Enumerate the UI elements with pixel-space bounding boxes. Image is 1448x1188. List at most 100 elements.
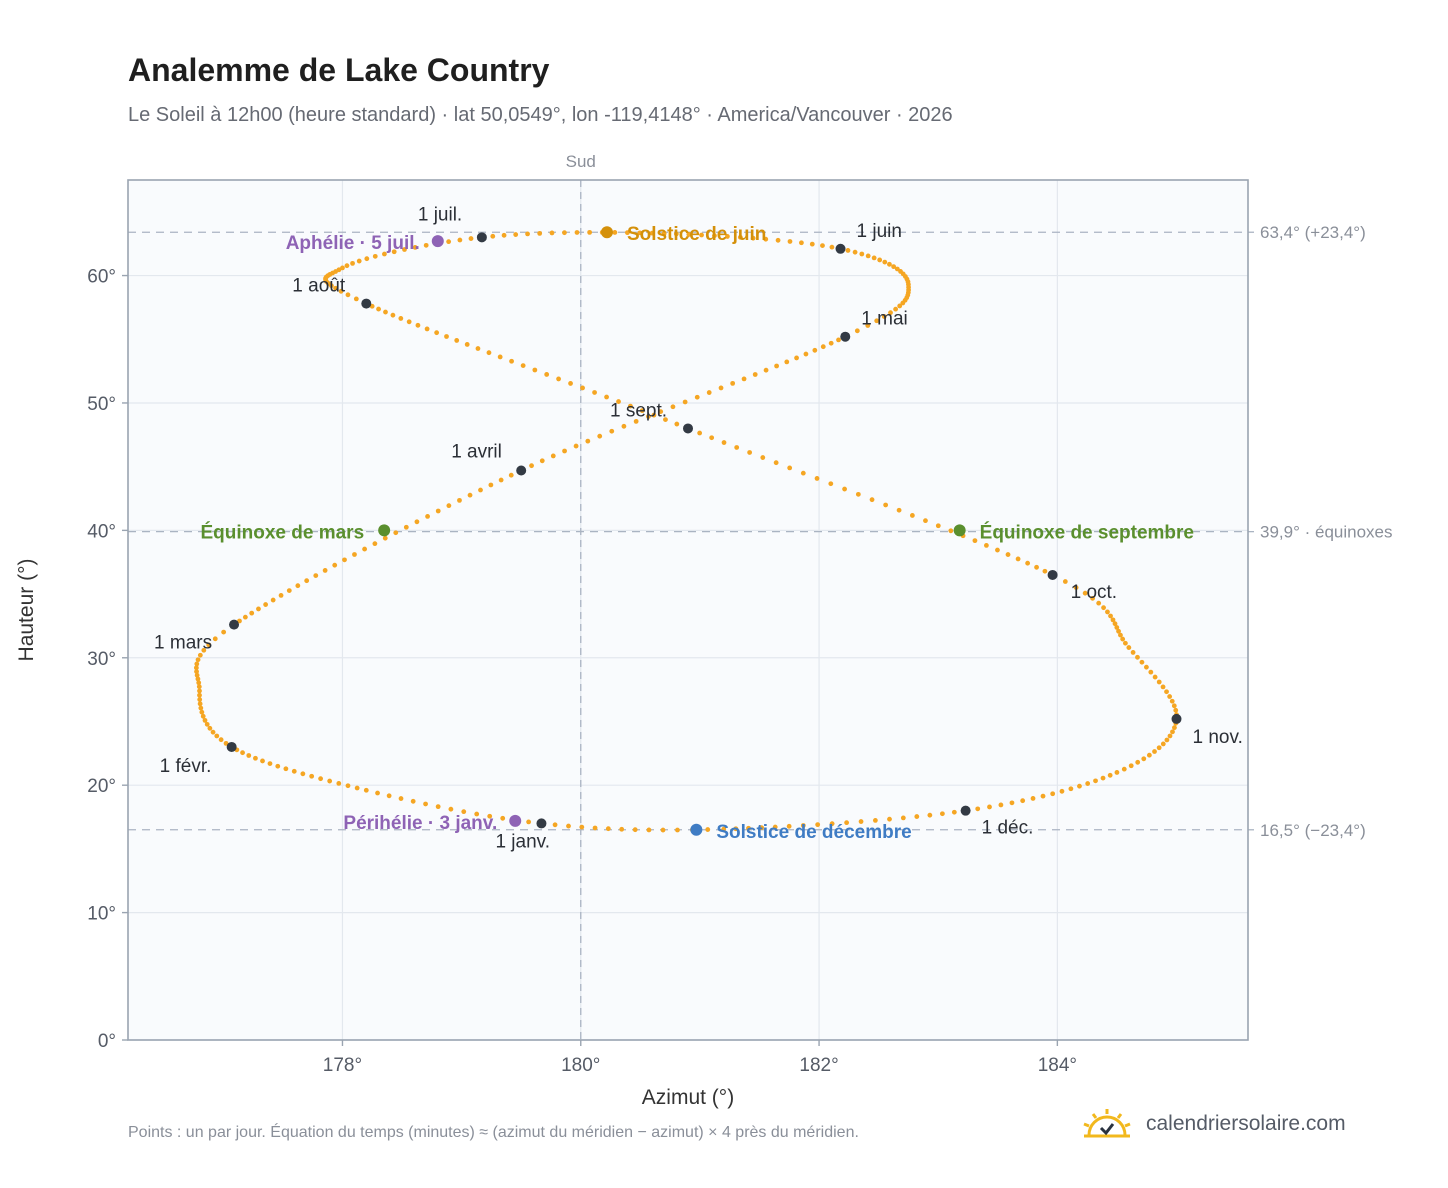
- analemma-day-point: [803, 351, 809, 357]
- analemma-day-point: [865, 323, 871, 328]
- analemma-day-point: [812, 347, 818, 353]
- y-tick-label: 10°: [87, 904, 116, 925]
- analemma-day-point: [391, 249, 397, 255]
- analemma-day-point: [605, 826, 611, 832]
- analemma-day-point: [799, 240, 804, 246]
- analemma-day-point: [661, 231, 667, 236]
- analemma-day-point: [1030, 796, 1036, 801]
- analemma-day-point: [1172, 725, 1177, 731]
- analemma-day-point: [488, 482, 494, 488]
- analemma-day-point: [909, 513, 915, 518]
- x-tick-label: 178°: [323, 1055, 362, 1076]
- analemma-day-point: [829, 244, 835, 250]
- analemma-day-point: [820, 243, 825, 248]
- reference-line-label: 39,9° · équinoxes: [1260, 523, 1393, 542]
- analemma-day-point: [501, 232, 507, 238]
- analemma-day-point: [845, 248, 851, 253]
- event-marker: [953, 524, 966, 537]
- analemma-day-point: [975, 806, 981, 812]
- analemma-day-point: [313, 573, 319, 579]
- analemma-day-point: [354, 785, 360, 791]
- sun-icon: [1083, 1109, 1131, 1138]
- analemma-day-point: [794, 355, 799, 361]
- analemma-day-point: [468, 236, 474, 241]
- analemma-day-point: [747, 450, 753, 455]
- brand[interactable]: calendriersolaire.com: [1080, 1104, 1346, 1144]
- x-tick-label: 180°: [561, 1055, 600, 1076]
- analemma-day-point: [609, 428, 615, 434]
- y-tick-label: 20°: [87, 776, 116, 797]
- month-marker: [476, 232, 487, 243]
- analemma-day-point: [1126, 645, 1132, 650]
- month-marker: [840, 331, 851, 342]
- analemma-day-point: [221, 629, 227, 635]
- analemma-day-point: [1096, 600, 1102, 606]
- event-marker: [431, 235, 444, 248]
- brand-name[interactable]: calendriersolaire.com: [1146, 1112, 1346, 1135]
- analemma-day-point: [897, 303, 903, 309]
- analemma-day-point: [592, 825, 598, 831]
- analemma-day-point: [882, 259, 888, 265]
- y-tick-label: 60°: [87, 267, 116, 288]
- analemma-day-point: [865, 253, 871, 259]
- analemma-day-point: [858, 819, 864, 824]
- analemma-day-point: [537, 230, 543, 236]
- analemma-day-point: [939, 811, 945, 817]
- analemma-day-point: [815, 822, 821, 828]
- analemma-day-point: [194, 669, 199, 674]
- event-marker: [690, 823, 703, 836]
- analemma-day-point: [721, 826, 727, 832]
- analemma-day-point: [500, 815, 506, 821]
- analemma-day-point: [829, 821, 835, 827]
- event-label: Aphélie · 5 juil.: [286, 233, 420, 254]
- analemma-day-point: [1042, 568, 1048, 574]
- analemma-day-point: [398, 316, 404, 321]
- analemma-day-point: [820, 344, 826, 350]
- analemma-day-point: [1141, 756, 1147, 762]
- analemma-day-point: [382, 251, 387, 257]
- analemma-day-point: [891, 264, 897, 270]
- analemma-day-point: [616, 399, 621, 404]
- analemma-day-point: [998, 802, 1004, 808]
- analemma-day-point: [497, 354, 503, 360]
- analemma-day-point: [372, 541, 378, 547]
- analemma-day-point: [995, 547, 1000, 553]
- analemma-day-point: [1110, 617, 1116, 623]
- analemma-day-point: [539, 458, 545, 464]
- analemma-day-point: [340, 265, 345, 271]
- month-label: 1 févr.: [160, 756, 212, 777]
- analemma-day-point: [1050, 791, 1056, 797]
- analemma-day-point: [393, 530, 399, 536]
- analemma-day-point: [486, 350, 492, 356]
- month-label: 1 mai: [861, 309, 907, 330]
- analemma-day-point: [859, 251, 865, 257]
- analemma-day-point: [342, 557, 347, 563]
- analemma-day-point: [202, 717, 208, 723]
- analemma-day-point: [457, 497, 462, 503]
- analemma-day-point: [828, 340, 834, 346]
- analemma-day-point: [487, 813, 493, 819]
- analemma-day-point: [612, 230, 618, 235]
- analemma-day-point: [197, 701, 203, 707]
- analemma-day-point: [750, 235, 756, 241]
- analemma-day-point: [286, 588, 292, 594]
- analemma-day-point: [552, 822, 558, 828]
- analemma-day-point: [651, 412, 657, 418]
- analemma-day-point: [464, 342, 470, 347]
- analemma-day-point: [1167, 694, 1173, 699]
- analemma-day-point: [737, 234, 743, 240]
- analemma-day-point: [508, 472, 514, 478]
- analemma-day-point: [725, 234, 730, 239]
- analemma-day-point: [196, 684, 202, 690]
- analemma-day-point: [199, 709, 205, 715]
- analemma-day-point: [1122, 640, 1128, 646]
- month-label: 1 déc.: [982, 818, 1034, 839]
- analemma-day-point: [206, 642, 212, 648]
- analemma-day-point: [828, 481, 834, 487]
- x-tick-label: 182°: [799, 1055, 838, 1076]
- analemma-day-point: [435, 508, 441, 514]
- analemma-day-point: [193, 665, 199, 671]
- analemma-day-point: [1020, 798, 1026, 804]
- analemma-day-point: [457, 237, 463, 243]
